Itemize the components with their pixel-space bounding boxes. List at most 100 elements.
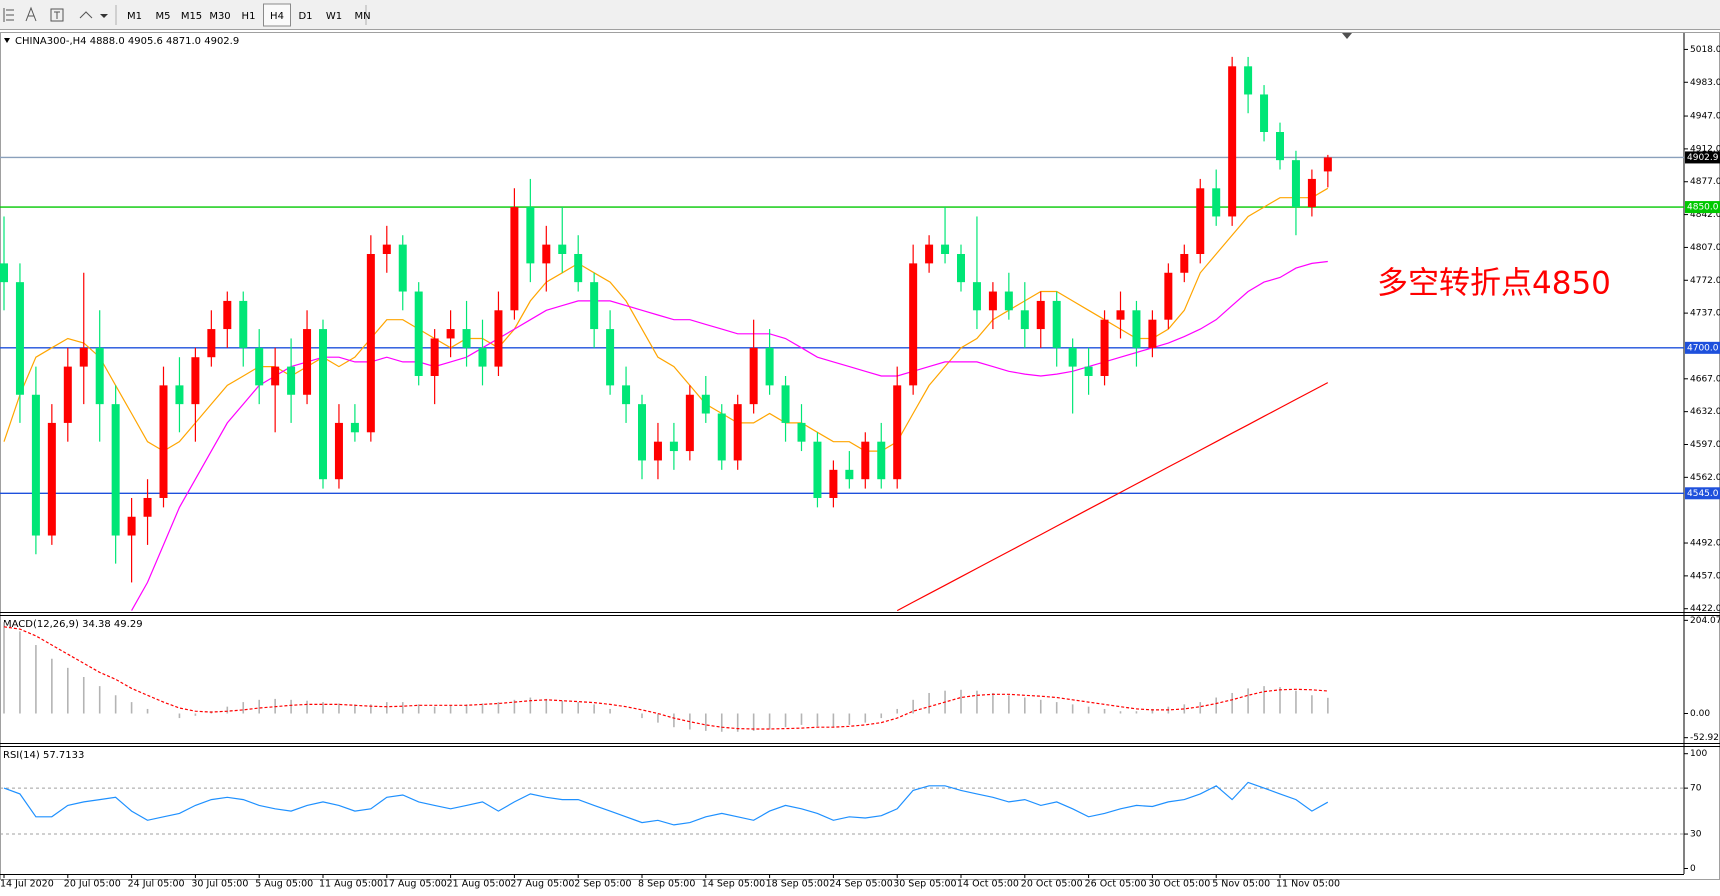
candle-body	[765, 347, 774, 386]
x-tick-label: 24 Jul 05:00	[128, 879, 185, 890]
timeframe-button[interactable]: W1	[326, 11, 342, 22]
y-tick-label: 4632.0	[1690, 407, 1720, 417]
x-tick-label: 11 Nov 05:00	[1276, 879, 1340, 890]
candle-body	[478, 347, 487, 367]
timeframe-button[interactable]: MN	[354, 11, 370, 22]
x-tick-label: 27 Aug 05:00	[510, 879, 574, 890]
candle-body	[95, 347, 104, 405]
icon-text[interactable]	[25, 6, 37, 22]
moving-average	[131, 260, 1328, 611]
level-label: 4850.0	[1687, 203, 1719, 213]
y-tick-label: 4597.0	[1690, 440, 1720, 450]
icon-arrows[interactable]	[79, 11, 93, 19]
candle-body	[797, 422, 806, 442]
candle-body	[1132, 310, 1141, 348]
y-tick-label: 30	[1690, 830, 1702, 840]
timeframes: M1 M5 M15 M30 H1 H4 D1 W1 MN	[127, 3, 371, 27]
candle-body	[1196, 188, 1205, 254]
candle-body	[813, 441, 822, 498]
toolbar-icons	[3, 5, 367, 25]
candle-body	[1004, 291, 1013, 311]
candle-body	[701, 394, 710, 414]
candle-body	[462, 329, 471, 348]
timeframe-button[interactable]: H4	[270, 11, 284, 22]
candle-body	[398, 244, 407, 292]
moving-average	[896, 382, 1329, 612]
x-tick-label: 2 Sep 05:00	[574, 879, 631, 890]
candle-body	[638, 404, 646, 461]
candle-body	[1260, 94, 1269, 133]
candle-body	[1276, 132, 1284, 161]
candle-body	[1180, 253, 1189, 273]
chart-title: CHINA300-,H4 4888.0 4905.6 4871.0 4902.9	[15, 36, 239, 47]
candle-body	[1116, 310, 1125, 320]
candle-body	[925, 244, 934, 264]
y-tick-label: 204.07	[1690, 616, 1720, 626]
level-label-box	[1685, 341, 1720, 354]
x-tick-label: 17 Aug 05:00	[383, 879, 447, 890]
x-tick-label: 5 Nov 05:00	[1212, 879, 1270, 890]
y-tick-label: -52.92	[1690, 733, 1719, 743]
rsi-line	[3, 781, 1329, 826]
candle-body	[717, 413, 726, 461]
candle-body	[255, 347, 264, 386]
timeframe-button[interactable]: M5	[156, 11, 171, 22]
candle-body	[239, 300, 248, 348]
candle-body	[1100, 319, 1109, 376]
timeframe-active	[263, 3, 291, 27]
candle-body	[1291, 160, 1300, 208]
candle-body	[574, 253, 583, 283]
icon-dropdown[interactable]	[100, 14, 108, 18]
timeframe-button[interactable]: H1	[242, 11, 256, 22]
candle-body	[207, 329, 216, 358]
timeframe-button[interactable]: M30	[209, 11, 230, 22]
y-tick-label: 4667.0	[1690, 374, 1720, 384]
candle-body	[223, 300, 232, 330]
candle-body	[287, 366, 296, 395]
candle-body	[494, 310, 503, 367]
candle-body	[685, 394, 694, 452]
candle-body	[366, 253, 375, 433]
level-label-box	[1685, 201, 1720, 214]
candle-body	[733, 404, 742, 461]
candle-body	[430, 338, 439, 376]
timeframe-button[interactable]: M15	[181, 11, 202, 22]
toolbar	[0, 0, 1720, 30]
y-tick-label: 0	[1690, 864, 1696, 874]
timeframe-button[interactable]: M1	[127, 11, 142, 22]
y-tick-label: 5018.0	[1690, 45, 1720, 55]
candle-body	[893, 385, 902, 480]
icon-label[interactable]	[50, 8, 64, 22]
level-label-box	[1685, 487, 1720, 500]
level-label-box	[1685, 151, 1720, 164]
candle-body	[877, 441, 886, 480]
x-tick-label: 5 Aug 05:00	[255, 879, 313, 890]
x-tick-label: 14 Sep 05:00	[702, 879, 765, 890]
candle-body	[446, 329, 455, 339]
candle-body	[558, 244, 567, 254]
x-tick-label: 24 Sep 05:00	[829, 879, 892, 890]
candle-body	[781, 385, 790, 423]
rsi-title: RSI(14) 57.7133	[3, 750, 84, 761]
candle-body	[909, 263, 918, 386]
icon-label[interactable]	[54, 11, 60, 19]
x-tick-label: 18 Sep 05:00	[766, 879, 829, 890]
candle-body	[159, 385, 168, 498]
candle-body	[319, 329, 327, 480]
candle-body	[1036, 300, 1045, 330]
symbol-marker	[4, 38, 10, 43]
candle-body	[1068, 347, 1077, 367]
candle-body	[861, 441, 870, 480]
y-tick-label: 4492.0	[1690, 539, 1720, 549]
candle-body	[31, 394, 40, 536]
candle-body	[941, 244, 950, 254]
x-tick-label: 30 Jul 05:00	[191, 879, 248, 890]
y-tick-label: 4807.0	[1690, 243, 1720, 253]
candle-body	[63, 366, 72, 423]
timeframe-button[interactable]: D1	[298, 11, 312, 22]
level-label: 4545.0	[1687, 489, 1719, 499]
x-tick-label: 11 Aug 05:00	[319, 879, 383, 890]
candle-body	[653, 441, 662, 461]
x-tick-label: 20 Jul 05:00	[64, 879, 121, 890]
shift-marker	[1342, 33, 1352, 39]
